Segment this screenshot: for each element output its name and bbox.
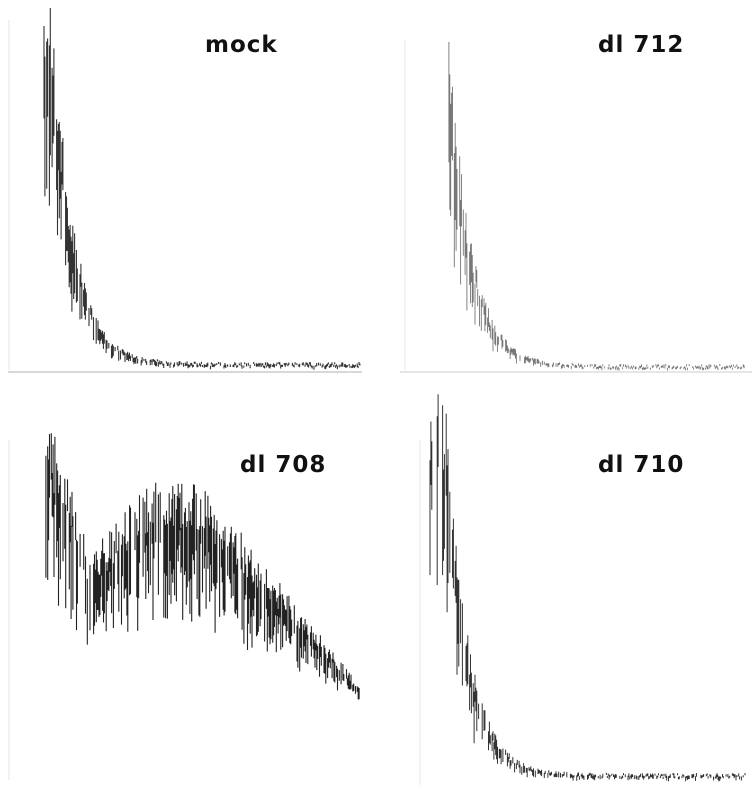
figure: mock dl 712 dl 708 dl 710 [0, 0, 754, 792]
panel-label: dl 712 [598, 32, 684, 58]
trace [44, 8, 360, 370]
axes [8, 20, 752, 785]
panel-label: dl 710 [598, 452, 684, 478]
page: {"panels": [{"label": "mock"}, {"label":… [0, 0, 754, 792]
trace [430, 394, 745, 781]
trace [449, 42, 744, 371]
panel-label: dl 708 [240, 452, 326, 478]
traces [44, 8, 745, 781]
panel-label: mock [205, 32, 278, 58]
